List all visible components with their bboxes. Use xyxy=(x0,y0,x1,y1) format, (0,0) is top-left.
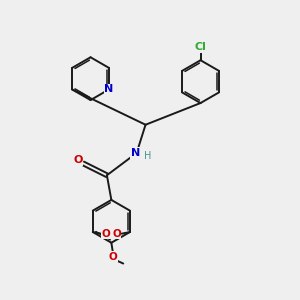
Text: N: N xyxy=(130,148,140,158)
Text: O: O xyxy=(102,229,111,239)
Text: O: O xyxy=(109,252,117,262)
Text: N: N xyxy=(104,84,114,94)
Text: O: O xyxy=(73,155,83,165)
Text: H: H xyxy=(144,151,152,161)
Text: Cl: Cl xyxy=(195,43,206,52)
Text: O: O xyxy=(112,229,121,239)
